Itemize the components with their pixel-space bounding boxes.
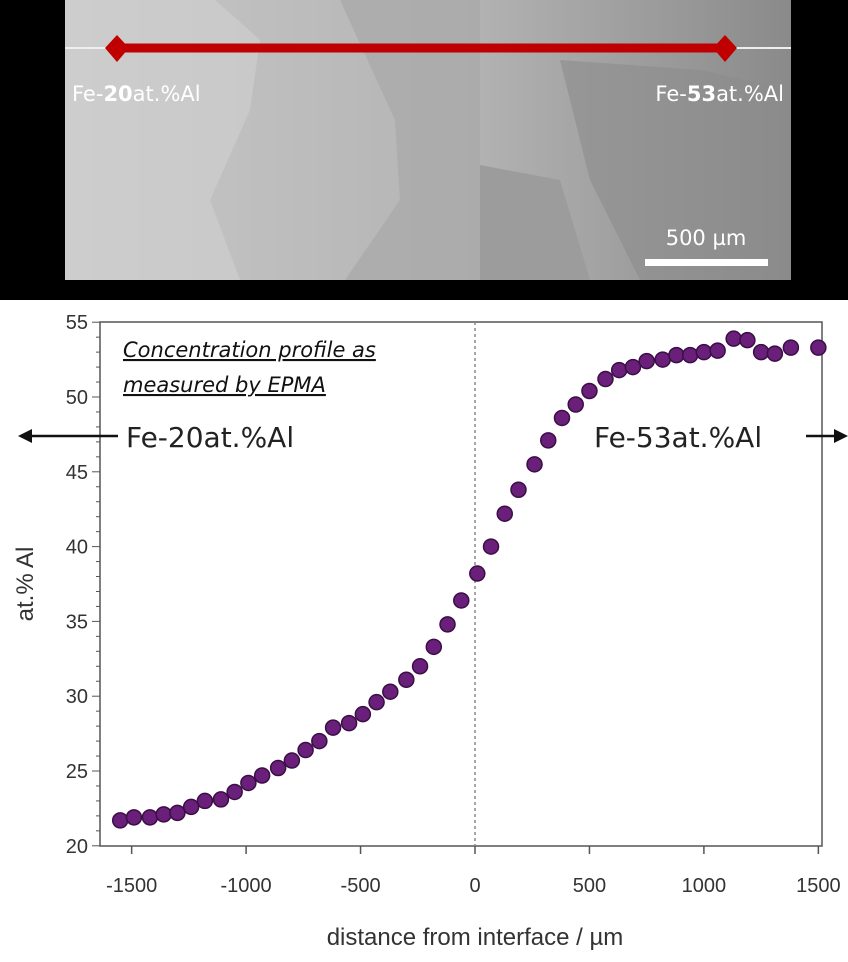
scale-bar-label: 500 µm [666, 226, 747, 250]
x-axis-label: distance from interface / µm [327, 924, 624, 951]
diamond-marker-left [105, 35, 129, 62]
data-point [340, 714, 358, 732]
data-point [638, 352, 655, 370]
y-tick-label: 40 [66, 537, 88, 559]
micrograph-right-label: Fe-53at.%Al [655, 82, 784, 106]
right-composition-label: Fe-53at.%Al [594, 421, 762, 454]
x-tick-label: 1500 [796, 875, 841, 897]
data-point [496, 505, 514, 522]
data-point [695, 343, 713, 361]
data-point [182, 798, 200, 816]
data-point [668, 346, 685, 364]
x-tick-label: 1000 [682, 875, 727, 897]
y-tick-label: 25 [66, 761, 88, 783]
data-point [709, 342, 726, 359]
right-arrow-head [834, 429, 848, 443]
data-point [567, 396, 584, 413]
y-tick-label: 35 [66, 611, 88, 633]
data-point [411, 658, 429, 675]
data-point [155, 806, 172, 823]
x-tick-label: -500 [341, 875, 381, 897]
left-composition-label: Fe-20at.%Al [126, 421, 294, 454]
data-points [111, 330, 827, 829]
data-point [782, 339, 800, 356]
data-point [539, 432, 557, 449]
left-arrow-head [18, 429, 32, 443]
data-point [269, 759, 287, 777]
data-point [425, 638, 443, 656]
data-point [226, 783, 243, 801]
data-point [526, 456, 543, 473]
x-tick-label: -1500 [106, 875, 157, 897]
grain [65, 0, 260, 280]
y-tick-label: 50 [66, 387, 88, 409]
scale-bar [645, 259, 768, 266]
grain [560, 60, 791, 280]
data-point [482, 538, 500, 555]
data-point [739, 331, 756, 349]
annotation-line-1: Concentration profile as [123, 338, 376, 362]
data-point [810, 339, 827, 356]
plot-area [99, 321, 823, 847]
data-point [169, 804, 186, 822]
y-tick-label: 20 [66, 836, 88, 858]
data-point [125, 809, 143, 826]
data-point [624, 358, 642, 376]
data-point [253, 767, 271, 784]
data-point [354, 705, 372, 723]
data-point [766, 345, 784, 362]
data-point [439, 616, 456, 633]
x-tick-label: -1000 [221, 875, 272, 897]
y-tick-label: 30 [66, 686, 88, 708]
data-point [654, 351, 671, 368]
data-point [553, 409, 571, 427]
grain [340, 0, 480, 280]
diamond-marker-right [713, 35, 737, 62]
micrograph-left-label: Fe-20at.%Al [72, 82, 201, 106]
x-tick-label: 0 [469, 875, 480, 897]
data-point [453, 592, 470, 609]
data-point [752, 343, 770, 361]
data-point [510, 481, 527, 499]
x-tick-label: 500 [573, 875, 606, 897]
grain [480, 165, 590, 280]
data-point [240, 774, 257, 792]
data-point [196, 792, 214, 810]
axis-ticks: -1500 -1000 -500 0 500 1000 1500 20 25 30 35 40 45 50… [66, 312, 841, 897]
data-point [324, 719, 342, 736]
y-axis-label: at.% Al [12, 547, 39, 622]
data-point [212, 791, 230, 808]
annotation-line-2: measured by EPMA [123, 373, 326, 397]
data-point [681, 346, 699, 364]
data-point [311, 732, 328, 750]
data-point [725, 330, 742, 347]
data-point [610, 361, 628, 379]
data-point [581, 382, 598, 400]
data-point [141, 809, 159, 826]
chart: -1500 -1000 -500 0 500 1000 1500 20 25 30 35 40 45 50… [12, 312, 848, 951]
y-tick-label: 45 [66, 462, 88, 484]
data-point [297, 741, 314, 759]
micrograph: Fe-20at.%Al Fe-53at.%Al 500 µm [0, 0, 848, 300]
data-point [111, 812, 129, 829]
data-point [398, 671, 415, 688]
y-tick-label: 55 [66, 312, 88, 334]
data-point [382, 683, 399, 700]
data-point [368, 693, 385, 711]
data-point [469, 565, 486, 582]
data-point [283, 752, 301, 769]
data-point [597, 370, 614, 388]
